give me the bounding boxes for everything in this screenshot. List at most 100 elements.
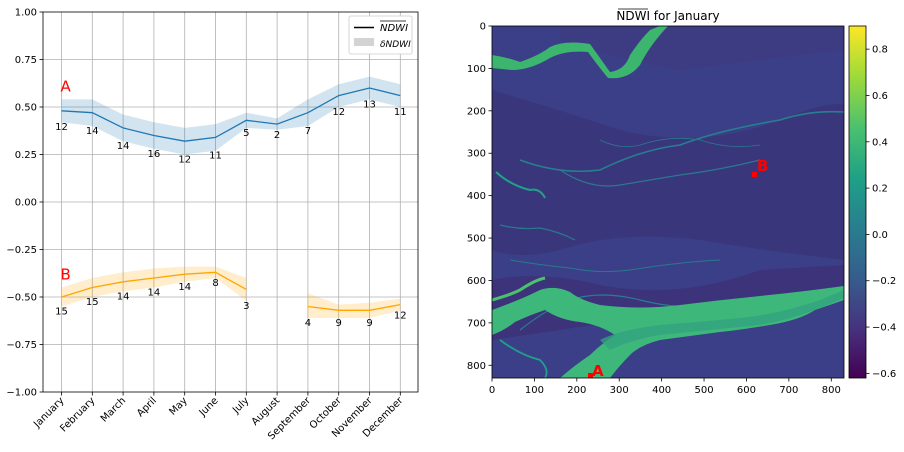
series-line-a [61, 87, 401, 142]
map-y-axis-ticks: 0 100 200 300 400 500 600 700 800 [467, 22, 492, 372]
map-x-tick-label: 700 [779, 385, 798, 396]
x-tick-label: June [197, 395, 221, 419]
map-river-lower-edge [492, 276, 546, 302]
count-label: 2 [274, 130, 280, 141]
y-tick-label: 0.25 [15, 150, 37, 161]
map-frame [491, 25, 845, 379]
series-line-b [307, 303, 401, 311]
map-y-tick-label: 400 [467, 191, 486, 202]
map-tributary [499, 339, 548, 378]
x-tick-label: March [99, 395, 128, 424]
ndwi-timeseries-chart: 1.00 0.75 0.50 0.25 0.00 −0.25 −0.50 −0.75 −1.00… [6, 8, 419, 442]
map-tributary [599, 137, 761, 148]
y-tick-label: 0.00 [15, 198, 37, 209]
ndwi-map: NDWI for January A [467, 8, 896, 396]
y-tick-label: −0.75 [6, 340, 37, 351]
count-label: 15 [55, 307, 68, 318]
count-label: 4 [305, 318, 311, 329]
count-label: 7 [305, 126, 311, 137]
map-river-upper [492, 26, 668, 79]
map-y-tick-label: 600 [467, 276, 486, 287]
count-label: 14 [148, 288, 161, 299]
point-marker-a [588, 373, 593, 378]
map-x-tick-label: 500 [695, 385, 714, 396]
colorbar-ticks: 0.8 0.6 0.4 0.2 0.0 −0.2 −0.4 −0.6 [866, 45, 896, 380]
colorbar-tick-label: 0.4 [872, 137, 888, 148]
colorbar [848, 25, 867, 379]
y-axis-ticks: 1.00 0.75 0.50 0.25 0.00 −0.25 −0.50 −0.75 −1.00 [6, 8, 43, 399]
grid-lines [43, 12, 418, 392]
confidence-band-b [307, 293, 401, 318]
map-tributary [499, 224, 576, 241]
map-x-tick-label: 200 [567, 385, 586, 396]
map-river-lower-inner [600, 290, 844, 350]
map-x-tick-label: 800 [822, 385, 841, 396]
count-labels: 12 14 14 16 12 11 5 2 7 12 13 11 15 15 14 14 14 8 3 4 9 9 12 [55, 99, 407, 329]
count-label: 5 [243, 128, 249, 139]
series-annotations: AB [61, 77, 72, 283]
map-y-tick-label: 200 [467, 106, 486, 117]
count-label: 12 [394, 310, 407, 321]
y-tick-label: −1.00 [6, 388, 37, 399]
count-label: 8 [212, 278, 218, 289]
series-annotation-a: A [61, 77, 72, 95]
confidence-band-b [61, 266, 247, 307]
map-x-tick-label: 100 [525, 385, 544, 396]
map-x-tick-label: 400 [652, 385, 671, 396]
series-line-b [61, 271, 247, 298]
series-annotation-b: B [61, 266, 71, 284]
x-tick-label: May [167, 395, 189, 417]
x-tick-label: April [135, 395, 159, 419]
map-y-tick-label: 800 [467, 361, 486, 372]
count-label: 12 [178, 155, 191, 166]
y-tick-label: −0.25 [6, 245, 37, 256]
colorbar-tick-label: 0.6 [872, 91, 888, 102]
map-tributary [495, 171, 546, 199]
map-point-label-a: A [592, 362, 604, 380]
count-label: 14 [117, 141, 130, 152]
colorbar-tick-label: 0.8 [872, 45, 888, 56]
y-tick-label: 1.00 [15, 8, 37, 19]
series-lines [61, 87, 401, 311]
colorbar-tick-label: −0.2 [872, 276, 896, 287]
map-y-tick-label: 700 [467, 318, 486, 329]
x-tick-label: July [230, 395, 251, 416]
colorbar-tick-label: −0.4 [872, 323, 896, 334]
map-x-tick-label: 300 [610, 385, 629, 396]
map-x-axis-ticks: 0 100 200 300 400 500 600 700 800 [489, 378, 841, 396]
map-y-tick-label: 0 [480, 22, 486, 33]
count-label: 11 [209, 151, 222, 162]
colorbar-tick-label: 0.0 [872, 230, 888, 241]
colorbar-tick-label: −0.6 [872, 369, 896, 380]
map-tributary [519, 110, 844, 173]
map-x-tick-label: 0 [489, 385, 495, 396]
count-label: 14 [117, 291, 130, 302]
count-label: 12 [332, 107, 345, 118]
confidence-bands [61, 76, 401, 318]
count-label: 9 [336, 318, 342, 329]
map-tributary [559, 159, 761, 187]
colorbar-tick-label: 0.2 [872, 184, 888, 195]
y-tick-label: −0.50 [6, 293, 37, 304]
count-label: 3 [243, 301, 249, 312]
y-tick-label: 0.75 [15, 55, 37, 66]
count-label: 11 [394, 107, 407, 118]
count-label: 13 [363, 99, 376, 110]
count-label: 15 [86, 297, 99, 308]
map-title: NDWI for January [616, 9, 719, 23]
count-label: 14 [178, 282, 191, 293]
point-marker-b [752, 172, 757, 177]
map-image [492, 26, 844, 378]
map-x-tick-label: 600 [737, 385, 756, 396]
map-y-tick-label: 500 [467, 234, 486, 245]
y-tick-label: 0.50 [15, 103, 37, 114]
count-label: 16 [148, 149, 161, 160]
legend: NDWI δNDWI [348, 15, 413, 55]
map-y-tick-label: 100 [467, 64, 486, 75]
map-dark-region [492, 90, 844, 260]
legend-label-ndwi: NDWI [380, 23, 408, 34]
legend-label-delta: δNDWI [380, 40, 411, 50]
count-label: 9 [366, 318, 372, 329]
